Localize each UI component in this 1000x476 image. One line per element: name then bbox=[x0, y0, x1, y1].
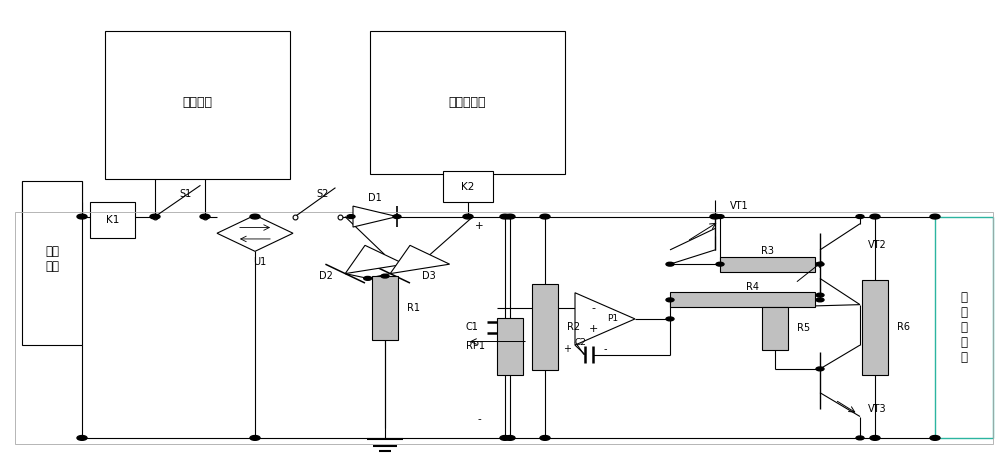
Text: VT1: VT1 bbox=[730, 201, 749, 211]
Bar bbox=[372, 276, 398, 340]
Circle shape bbox=[540, 214, 550, 219]
Text: +: + bbox=[563, 344, 571, 354]
Text: R2: R2 bbox=[567, 322, 580, 332]
Text: D1: D1 bbox=[368, 193, 382, 204]
Text: 发电机组: 发电机组 bbox=[182, 96, 212, 109]
Circle shape bbox=[816, 293, 824, 297]
Circle shape bbox=[856, 215, 864, 218]
Bar bbox=[762, 307, 788, 350]
Bar bbox=[720, 257, 815, 272]
Circle shape bbox=[77, 436, 87, 440]
Text: R6: R6 bbox=[897, 322, 910, 332]
Text: VT2: VT2 bbox=[868, 240, 887, 250]
Bar bbox=[862, 280, 888, 375]
Circle shape bbox=[463, 214, 473, 219]
Circle shape bbox=[816, 262, 824, 266]
Circle shape bbox=[250, 436, 260, 440]
Circle shape bbox=[716, 262, 724, 266]
Polygon shape bbox=[345, 245, 405, 274]
Circle shape bbox=[393, 215, 401, 218]
Bar bbox=[105, 31, 290, 178]
Text: P1: P1 bbox=[607, 315, 619, 323]
Text: 工业
电源: 工业 电源 bbox=[45, 246, 59, 273]
Circle shape bbox=[856, 436, 864, 440]
Text: VT3: VT3 bbox=[868, 404, 887, 415]
Polygon shape bbox=[390, 245, 450, 274]
Text: U1: U1 bbox=[253, 257, 267, 267]
Circle shape bbox=[666, 262, 674, 266]
Circle shape bbox=[347, 215, 355, 218]
Text: K1: K1 bbox=[106, 215, 119, 226]
Circle shape bbox=[816, 298, 824, 302]
Circle shape bbox=[150, 214, 160, 219]
Text: -: - bbox=[603, 344, 607, 354]
Polygon shape bbox=[217, 215, 293, 251]
Circle shape bbox=[816, 367, 824, 371]
Circle shape bbox=[500, 214, 510, 219]
Circle shape bbox=[716, 215, 724, 218]
Text: D3: D3 bbox=[422, 271, 436, 281]
Circle shape bbox=[505, 436, 515, 440]
Circle shape bbox=[77, 214, 87, 219]
Text: K2: K2 bbox=[461, 182, 475, 192]
Circle shape bbox=[930, 436, 940, 440]
Text: S2: S2 bbox=[316, 188, 329, 199]
Circle shape bbox=[666, 317, 674, 321]
Text: +: + bbox=[475, 221, 483, 231]
Circle shape bbox=[200, 214, 210, 219]
Circle shape bbox=[870, 214, 880, 219]
Bar bbox=[90, 202, 135, 238]
Bar bbox=[935, 217, 993, 438]
Text: 直
流
变
压
器: 直 流 变 压 器 bbox=[960, 291, 968, 364]
Text: R4: R4 bbox=[746, 281, 759, 292]
Circle shape bbox=[930, 214, 940, 219]
Circle shape bbox=[540, 436, 550, 440]
Polygon shape bbox=[575, 293, 635, 345]
Circle shape bbox=[364, 277, 372, 280]
Circle shape bbox=[505, 214, 515, 219]
Bar bbox=[15, 212, 993, 444]
Text: C1: C1 bbox=[466, 322, 478, 332]
Circle shape bbox=[710, 214, 720, 219]
Circle shape bbox=[666, 298, 674, 302]
Text: R5: R5 bbox=[797, 323, 810, 334]
Circle shape bbox=[870, 436, 880, 440]
Bar bbox=[443, 171, 493, 202]
Circle shape bbox=[381, 274, 389, 278]
Bar bbox=[497, 318, 523, 375]
Circle shape bbox=[250, 214, 260, 219]
Text: -: - bbox=[591, 303, 595, 314]
Text: +: + bbox=[588, 324, 598, 335]
Polygon shape bbox=[353, 206, 397, 227]
Text: R1: R1 bbox=[407, 303, 420, 313]
Text: RP1: RP1 bbox=[466, 341, 485, 351]
Text: C2: C2 bbox=[574, 338, 586, 347]
Bar bbox=[22, 181, 82, 345]
Bar bbox=[532, 285, 558, 370]
Text: D2: D2 bbox=[319, 271, 333, 281]
Text: 太阳能电源: 太阳能电源 bbox=[448, 96, 486, 109]
Bar bbox=[670, 292, 815, 307]
Text: R3: R3 bbox=[761, 246, 774, 256]
Text: S1: S1 bbox=[179, 188, 191, 199]
Text: -: - bbox=[477, 414, 481, 424]
Circle shape bbox=[500, 436, 510, 440]
Bar bbox=[370, 31, 565, 174]
